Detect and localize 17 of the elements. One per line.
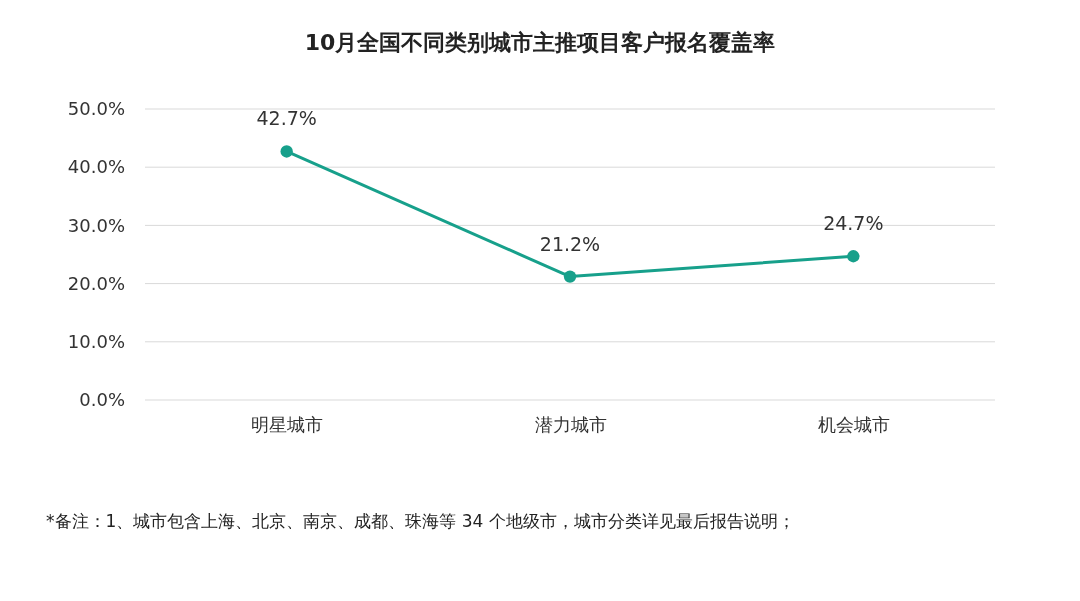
point — [847, 250, 860, 263]
y-tick-label: 0.0% — [79, 389, 125, 411]
y-tick-label: 10.0% — [67, 331, 125, 353]
point — [280, 145, 293, 158]
data-label: 24.7% — [823, 212, 884, 235]
x-tick-label: 潜力城市 — [534, 413, 607, 435]
y-tick-label: 20.0% — [67, 272, 125, 294]
chart-title: 10月全国不同类别城市主推项目客户报名覆盖率 — [304, 30, 776, 55]
y-tick-label: 40.0% — [67, 156, 125, 178]
text: *备注：1、城市包含上海、北京、南京、成都、珠海等 34 个地级市，城市分类详见最后报告说明； — [46, 510, 796, 533]
data-label: 21.2% — [539, 232, 601, 255]
x-tick-label: 机会城市 — [817, 413, 890, 435]
y-tick-label: 50.0% — [67, 98, 125, 120]
point — [563, 270, 577, 283]
y-tick-label: 30.0% — [67, 214, 125, 236]
x-tick-label: 明星城市 — [251, 413, 324, 435]
data-label: 42.7% — [256, 107, 317, 130]
